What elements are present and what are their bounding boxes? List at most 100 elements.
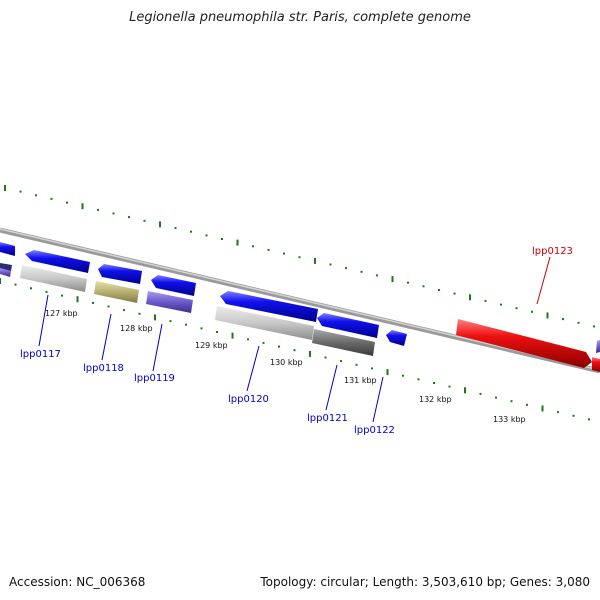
gene-label-lpp0120[interactable]: lpp0120 <box>228 394 269 405</box>
inner-minor-tick <box>355 363 358 366</box>
genome-summary: Topology: circular; Length: 3,503,610 bp… <box>260 575 590 589</box>
leader-lpp0120 <box>246 345 260 392</box>
inner-minor-tick <box>510 400 513 403</box>
outer-minor-tick <box>577 321 580 324</box>
outer-minor-tick <box>593 325 595 328</box>
outer-major-tick <box>314 257 316 264</box>
inner-minor-tick <box>123 309 125 312</box>
outer-major-tick <box>4 185 6 191</box>
accession-label: Accession: NC_006368 <box>9 575 146 589</box>
category-bar-lpp0119 <box>146 291 193 313</box>
outer-minor-tick <box>360 270 363 273</box>
outer-major-tick <box>81 203 84 210</box>
gene-arrow-lpp0123[interactable] <box>456 319 592 368</box>
gene-arrow-partial-right <box>592 357 600 372</box>
inner-minor-tick <box>526 403 528 406</box>
inner-minor-tick <box>572 414 575 417</box>
outer-minor-tick <box>35 194 37 197</box>
gene-label-lpp0122[interactable]: lpp0122 <box>354 425 395 436</box>
inner-minor-tick <box>247 338 249 341</box>
inner-minor-tick <box>588 418 590 421</box>
tick-labels: 127 kbp 128 kbp 129 kbp 130 kbp 131 kbp … <box>45 309 526 424</box>
inner-major-tick <box>154 314 156 321</box>
inner-minor-tick <box>14 283 17 286</box>
map-title: Legionella pneumophila str. Paris, compl… <box>129 10 471 25</box>
outer-minor-tick <box>143 219 146 222</box>
outer-minor-tick <box>329 263 332 266</box>
outer-minor-tick <box>97 208 99 211</box>
outer-minor-tick <box>19 190 22 193</box>
gene-label-lpp0117[interactable]: lpp0117 <box>20 349 61 360</box>
outer-minor-tick <box>376 274 378 277</box>
inner-minor-tick <box>200 327 203 330</box>
gene-arrow-lpp0118[interactable] <box>98 264 142 284</box>
inner-minor-tick <box>402 374 404 377</box>
outer-major-tick <box>469 294 471 301</box>
outer-minor-tick <box>345 267 347 270</box>
outer-minor-tick <box>531 310 533 313</box>
gene-label-lpp0119[interactable]: lpp0119 <box>134 373 175 384</box>
category-bar-lpp0117 <box>20 265 87 292</box>
gene-arrow-partial-left <box>0 242 15 256</box>
outer-major-tick <box>546 312 549 319</box>
leader-lpp0122 <box>372 376 384 423</box>
outer-minor-tick <box>267 248 270 251</box>
inner-major-tick <box>231 332 234 339</box>
outer-minor-tick <box>515 307 518 310</box>
gene-label-lpp0121[interactable]: lpp0121 <box>307 413 348 424</box>
outer-minor-tick <box>174 227 177 230</box>
inner-minor-tick <box>61 294 63 297</box>
gene-stub-partial-right <box>596 340 600 353</box>
gene-arrow-lpp0122[interactable] <box>386 330 407 346</box>
outer-minor-tick <box>112 212 115 215</box>
outer-major-tick <box>159 221 161 228</box>
inner-minor-tick <box>107 305 110 308</box>
outer-minor-tick <box>190 230 192 233</box>
category-bar-lpp0121 <box>312 329 375 356</box>
category-bar-lpp0118 <box>94 281 139 303</box>
gene-label-leaders <box>38 256 551 423</box>
outer-minor-tick <box>453 292 456 295</box>
inner-major-tick <box>309 350 311 357</box>
category-bar-lpp0120 <box>215 306 314 340</box>
gene-arrow-lpp0119[interactable] <box>151 275 196 296</box>
inner-minor-tick <box>495 396 497 399</box>
gene-label-lpp0123[interactable]: lpp0123 <box>532 246 573 257</box>
tick-label-128: 128 kbp <box>120 324 153 333</box>
inner-minor-tick <box>371 367 373 370</box>
inner-minor-tick <box>262 341 265 344</box>
tick-label-127: 127 kbp <box>45 309 78 318</box>
gene-label-lpp0118[interactable]: lpp0118 <box>83 363 124 374</box>
leader-lpp0121 <box>325 364 338 411</box>
outer-major-tick <box>391 276 394 283</box>
inner-minor-tick <box>216 331 218 333</box>
inner-minor-tick <box>92 301 94 304</box>
inner-minor-tick <box>30 287 32 290</box>
gene-arrow-lpp0121[interactable] <box>317 313 379 338</box>
functional-category-track <box>0 263 375 356</box>
outer-minor-tick <box>500 303 502 306</box>
leader-lpp0123 <box>536 256 551 305</box>
inner-minor-tick <box>45 290 48 293</box>
outer-minor-tick <box>50 197 53 200</box>
inner-major-tick <box>386 369 389 376</box>
gene-arrow-lpp0120[interactable] <box>220 291 318 322</box>
outer-minor-tick <box>66 201 68 204</box>
inner-major-tick <box>541 405 544 412</box>
inner-minor-tick <box>185 323 187 326</box>
tick-label-130: 130 kbp <box>270 358 303 367</box>
inner-tick-track <box>0 278 590 421</box>
outer-minor-tick <box>407 281 409 284</box>
inner-major-tick <box>76 296 79 303</box>
outer-minor-tick <box>283 252 285 255</box>
gene-arrow-lpp0117[interactable] <box>25 250 90 273</box>
inner-minor-tick <box>417 378 420 381</box>
inner-minor-tick <box>293 349 296 352</box>
tick-label-133: 133 kbp <box>493 415 526 424</box>
genome-backbone <box>0 227 600 374</box>
inner-major-tick <box>0 278 1 284</box>
tick-label-129: 129 kbp <box>195 341 228 350</box>
inner-minor-tick <box>433 382 435 384</box>
